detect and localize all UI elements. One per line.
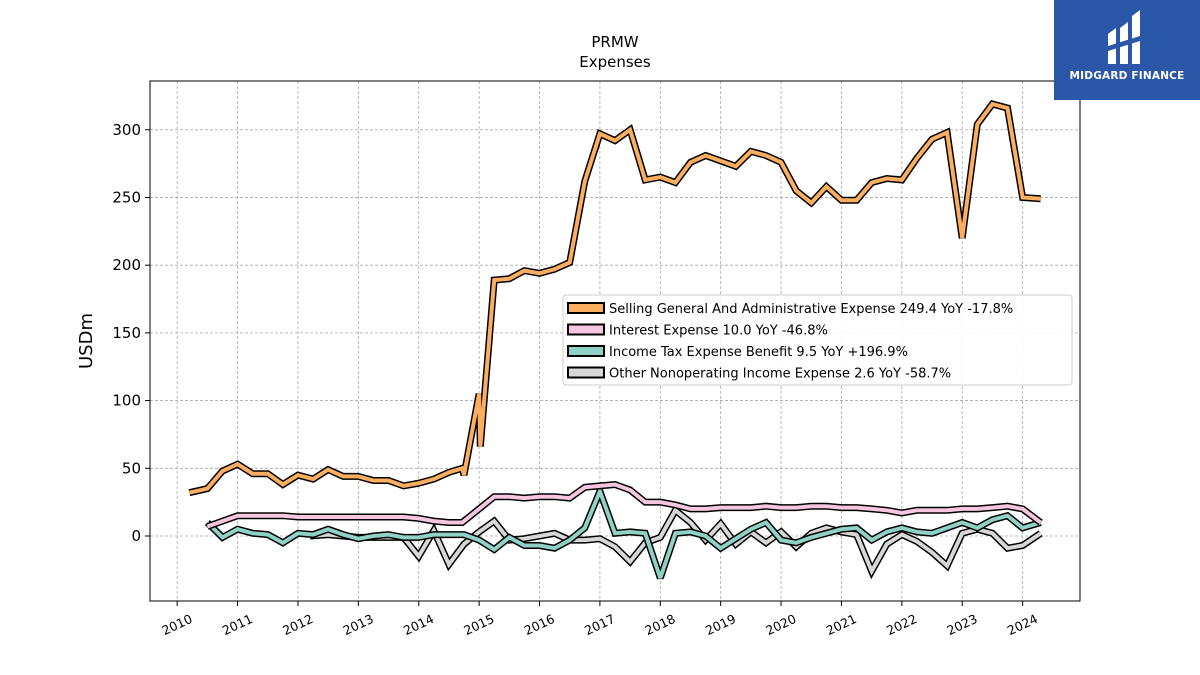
plot-frame <box>149 80 1081 602</box>
legend-swatch <box>567 366 605 379</box>
legend-label: Income Tax Expense Benefit 9.5 YoY +196.… <box>609 345 908 360</box>
y-tick-label: 100 <box>112 392 141 410</box>
legend-label: Interest Expense 10.0 YoY -46.8% <box>609 324 828 339</box>
legend-label: Selling General And Administrative Expen… <box>609 302 1013 317</box>
x-tick-label: 2011 <box>220 611 255 638</box>
y-tick-label: 250 <box>112 188 141 206</box>
series-line <box>206 482 1042 529</box>
x-tick-label: 2016 <box>522 611 557 638</box>
x-tick-label: 2022 <box>884 611 919 638</box>
series-line-outline <box>206 480 1043 530</box>
series-line <box>309 507 1042 576</box>
legend-swatch <box>567 345 605 357</box>
y-tick-label: 150 <box>112 324 141 342</box>
legend: Selling General And Administrative Expen… <box>562 294 1073 386</box>
legend-swatch <box>567 302 605 314</box>
x-tick-label: 2014 <box>401 611 436 638</box>
y-tick-label: 200 <box>112 256 141 274</box>
chart-subtitle: Expenses <box>579 53 651 71</box>
x-tick-label: 2015 <box>461 611 496 638</box>
x-tick-label: 2010 <box>159 611 194 638</box>
midgard-finance-logo: MIDGARD FINANCE <box>1054 0 1200 100</box>
series-line <box>188 101 1041 495</box>
y-axis-label: USDm <box>76 313 97 369</box>
chart-title: PRMW <box>591 33 638 51</box>
y-tick-label: 300 <box>112 121 141 139</box>
x-tick-label: 2021 <box>824 611 859 638</box>
legend-box <box>562 294 1073 386</box>
brand-name: MIDGARD FINANCE <box>1069 70 1185 82</box>
x-tick-label: 2024 <box>1005 611 1040 638</box>
x-tick-label: 2017 <box>582 611 617 638</box>
x-tick-label: 2012 <box>280 611 315 638</box>
y-tick-label: 0 <box>131 527 141 545</box>
x-tick-label: 2020 <box>763 611 798 638</box>
x-tick-label: 2018 <box>642 611 677 638</box>
logo-mark-icon <box>1108 10 1140 64</box>
series-line <box>205 485 1042 579</box>
y-tick-label: 50 <box>122 459 141 477</box>
legend-swatch <box>567 323 605 336</box>
x-tick-label: 2013 <box>341 611 376 638</box>
x-tick-label: 2023 <box>944 611 979 638</box>
x-tick-label: 2019 <box>703 611 738 638</box>
legend-label: Other Nonoperating Income Expense 2.6 Yo… <box>609 367 951 382</box>
